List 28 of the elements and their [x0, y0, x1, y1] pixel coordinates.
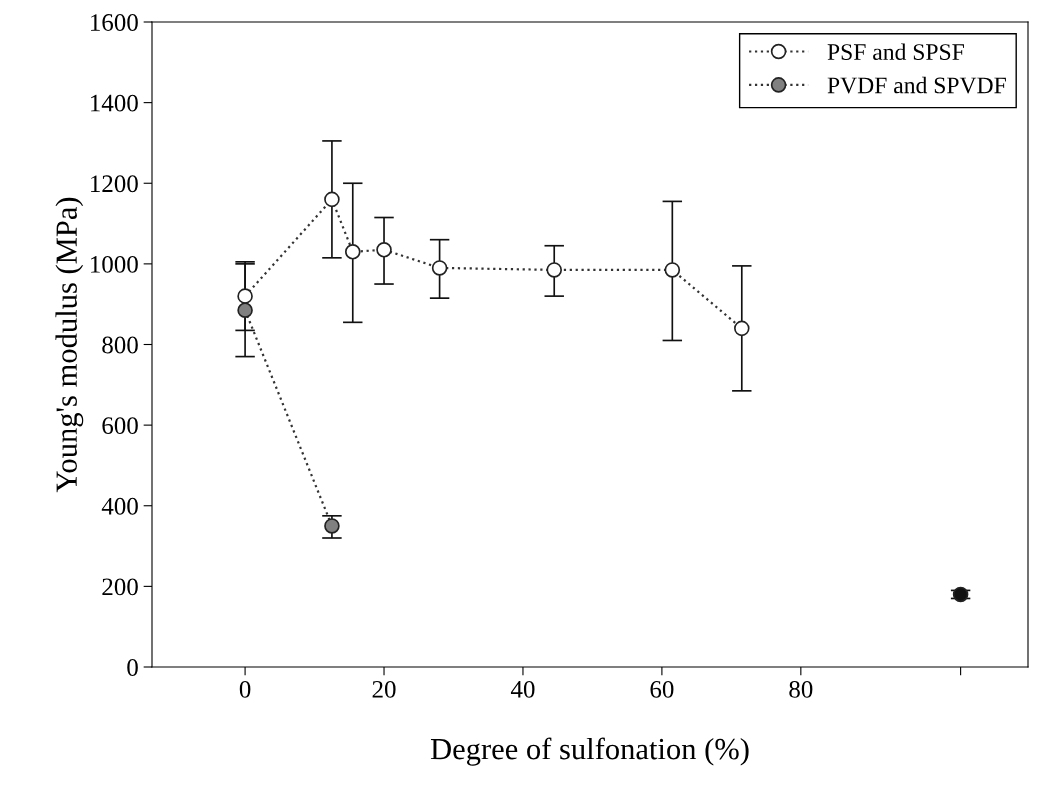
point: [324, 191, 340, 208]
x-tick-label: 80: [789, 680, 813, 698]
legend-label: PSF and SPSF: [827, 43, 964, 61]
y-tick-label: 1000: [91, 255, 138, 273]
point: [324, 518, 340, 534]
y-tick-label: 1600: [91, 14, 138, 31]
point: [237, 288, 253, 304]
x-tick-label: 0: [239, 680, 251, 698]
x-tick-label: 40: [510, 680, 535, 698]
y-tick-label: 600: [102, 417, 138, 435]
y-tick-label: 1200: [91, 175, 138, 193]
x-tick-label: 60: [650, 680, 674, 698]
point: [664, 262, 681, 278]
y-axis-title: Young's modulus (MPa): [55, 197, 84, 493]
y-tick-label: 800: [102, 336, 138, 354]
x-tick-label: 20: [372, 680, 396, 698]
point: [546, 262, 563, 278]
y-tick-label: 200: [102, 578, 138, 596]
legend-label: PVDF and SPVDF: [827, 76, 1006, 94]
x-axis-title: Degree of sulfonation (%): [430, 737, 749, 766]
point: [237, 302, 253, 319]
point: [376, 241, 392, 258]
point: [431, 260, 448, 276]
point: [344, 244, 361, 260]
point: [734, 320, 750, 337]
y-tick-label: 0: [127, 659, 138, 676]
y-tick-label: 1400: [91, 94, 138, 112]
y-tick-label: 400: [101, 497, 138, 515]
